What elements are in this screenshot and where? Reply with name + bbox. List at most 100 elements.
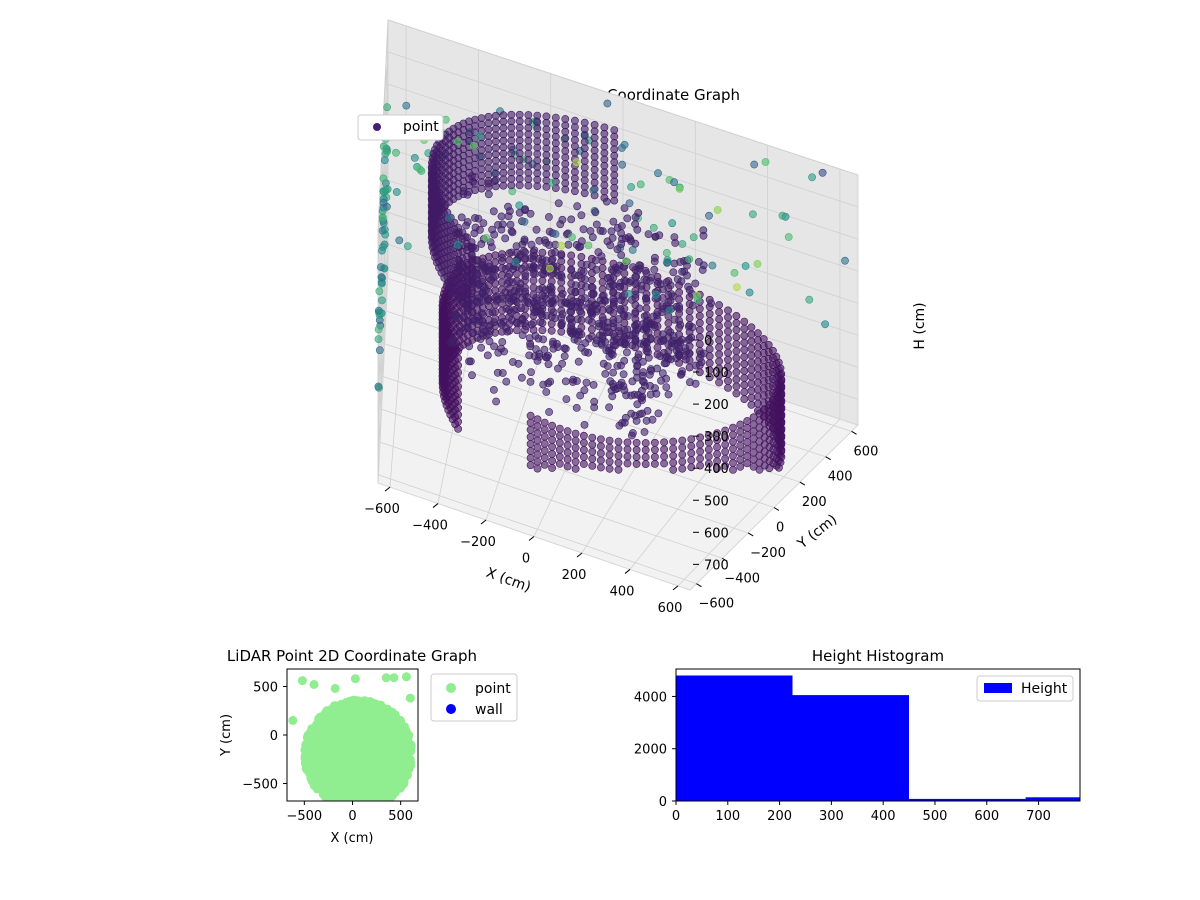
scatter-point-3d: [695, 340, 704, 348]
scatter-point-3d: [654, 409, 663, 418]
scatter-point-3d: [533, 156, 542, 165]
scatter-point-2d: [360, 790, 370, 800]
scatter-point-3d: [483, 351, 492, 360]
scatter-point-3d: [675, 351, 684, 359]
y-tick-label-3d: 200: [802, 495, 827, 510]
scatter-point-3d: [639, 378, 648, 386]
scatter-point-3d: [747, 400, 756, 409]
scatter-point-3d: [640, 428, 649, 436]
scatter-point-3d: [724, 341, 732, 350]
scatter-point-3d: [524, 181, 533, 190]
scatter-point-3d: [630, 390, 639, 399]
scatter-point-3d: [376, 263, 385, 271]
scatter-point-3d: [477, 309, 486, 317]
scatter-point-3d: [687, 463, 696, 472]
scatter-point-3d: [381, 149, 390, 158]
scatter-point-3d: [541, 286, 550, 294]
scatter-point-3d: [454, 424, 462, 433]
scatter-point-3d: [749, 427, 758, 436]
scatter-point-3d: [454, 382, 462, 391]
scatter-point-3d: [633, 373, 641, 382]
scatter-point-3d: [603, 362, 612, 370]
scatter-point-3d: [669, 444, 678, 453]
scatter-point-3d: [632, 445, 641, 454]
scatter-point-3d: [707, 299, 715, 308]
scatter-point-3d: [705, 324, 714, 332]
scatter-point-3d: [642, 304, 651, 313]
scatter-point-3d: [732, 340, 741, 348]
scatter-point-3d: [518, 293, 527, 302]
scatter-point-3d: [633, 325, 642, 334]
scatter-point-3d: [588, 454, 597, 463]
histogram-bar: [1025, 797, 1080, 801]
scatter-point-3d: [510, 306, 518, 314]
scatter-point-3d: [649, 223, 658, 232]
scatter-point-3d: [658, 294, 667, 302]
scatter-point-3d: [764, 340, 773, 349]
legend-histogram: Height: [976, 675, 1074, 702]
scatter-point-3d: [469, 328, 478, 337]
scatter-point-3d: [526, 432, 535, 441]
scatter-point-3d: [705, 316, 714, 325]
scatter-point-3d: [632, 438, 641, 447]
legend-2d-wall-marker: [446, 704, 456, 714]
legend-histogram-frame: [976, 675, 1074, 702]
scatter-point-3d: [377, 296, 386, 305]
z-tick-label-3d: 500: [704, 494, 729, 509]
scatter-point-2d: [369, 711, 379, 721]
scatter-point-3d: [606, 273, 614, 282]
scatter-point-3d: [676, 258, 685, 266]
scatter-point-3d: [687, 333, 696, 342]
scatter-point-3d: [536, 318, 545, 326]
scatter-point-3d: [605, 436, 614, 445]
scatter-point-3d: [687, 449, 696, 458]
scatter-point-3d: [605, 464, 614, 473]
scatter-point-2d: [381, 785, 391, 795]
scatter-point-3d: [563, 455, 572, 464]
scatter-point-3d: [733, 283, 741, 291]
scatter-point-2d: [382, 756, 392, 766]
scatter-point-3d: [458, 228, 467, 237]
y-tick-mark-3d: [696, 583, 702, 588]
scatter-point-3d: [563, 462, 572, 471]
scatter-point-3d: [507, 297, 515, 305]
scatter-point-3d: [557, 327, 566, 336]
scatter-point-3d: [662, 383, 671, 391]
scatter-point-3d: [491, 118, 500, 127]
scatter-point-2d: [381, 673, 391, 683]
scatter-point-3d: [513, 326, 521, 335]
scatter-point-3d: [623, 348, 631, 357]
scatter-point-3d: [715, 301, 723, 309]
z-tick-label-3d: 600: [704, 526, 729, 541]
histogram-axis-ticks: 0 100 200 300 400 500 600 700 0 2000 4000: [634, 690, 1051, 824]
scatter-point-3d: [572, 281, 580, 290]
scatter-point-3d: [489, 385, 498, 394]
scatter-point-3d: [487, 275, 495, 284]
scatter-point-3d: [580, 452, 588, 461]
scatter-point-3d: [571, 464, 580, 473]
scatter-point-3d: [613, 245, 622, 254]
scatter-point-3d: [529, 276, 538, 285]
scatter-point-3d: [623, 459, 632, 468]
scatter-point-3d: [417, 167, 426, 175]
scatter-point-3d: [747, 344, 756, 353]
scatter-point-3d: [650, 323, 659, 332]
scatter-point-3d: [569, 375, 577, 384]
scatter-point-3d: [654, 277, 663, 286]
z-tick-label-3d: 200: [704, 398, 729, 413]
scatter-point-3d: [729, 423, 737, 432]
scatter-point-3d: [392, 188, 401, 196]
scatter-point-3d: [743, 417, 752, 425]
scatter-point-3d: [724, 313, 732, 322]
scatter-point-3d: [749, 462, 758, 471]
scatter-point-3d: [579, 225, 588, 234]
scatter-point-3d: [614, 315, 623, 324]
x-tick-label-3d: −200: [460, 535, 496, 550]
scatter-point-3d: [560, 352, 569, 361]
scatter-point-3d: [715, 350, 723, 359]
scatter-point-2d: [354, 741, 363, 751]
scatter-point-3d: [471, 214, 479, 222]
scatter-point-3d: [464, 317, 473, 326]
scatter-point-3d: [708, 261, 717, 270]
scatter-point-3d: [456, 327, 464, 336]
